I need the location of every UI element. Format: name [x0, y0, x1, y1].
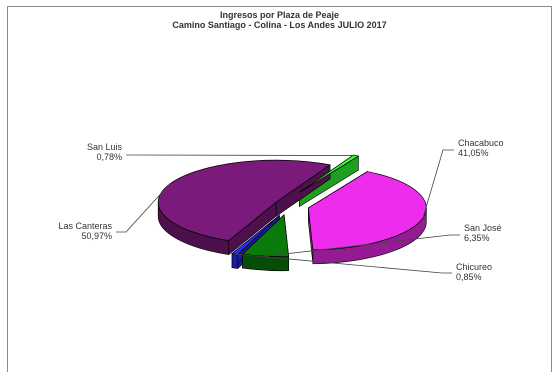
pie-slice-las-canteras — [157, 159, 331, 241]
slice-label: Las Canteras — [58, 221, 112, 231]
leader-line — [422, 149, 454, 219]
slice-label: San Luis — [87, 142, 123, 152]
slice-value-label: 0,78% — [96, 152, 122, 162]
pie-slice-rim — [231, 253, 239, 269]
chart-title: Ingresos por Plaza de Peaje — [219, 10, 340, 20]
slice-label: San José — [464, 223, 502, 233]
slice-value-label: 50,97% — [81, 231, 112, 241]
leader-line — [126, 154, 356, 156]
slice-value-label: 41,05% — [458, 148, 489, 158]
leader-line — [234, 253, 452, 274]
leader-line — [265, 234, 460, 257]
slice-value-label: 0,85% — [456, 272, 482, 282]
slice-label: Chicureo — [456, 262, 492, 272]
chart-subtitle: Camino Santiago - Colina - Los Andes JUL… — [172, 20, 387, 30]
pie-slice-chacabuco — [307, 171, 427, 251]
slice-value-label: 6,35% — [464, 233, 490, 243]
leader-line — [116, 183, 170, 233]
slice-label: Chacabuco — [458, 138, 504, 148]
